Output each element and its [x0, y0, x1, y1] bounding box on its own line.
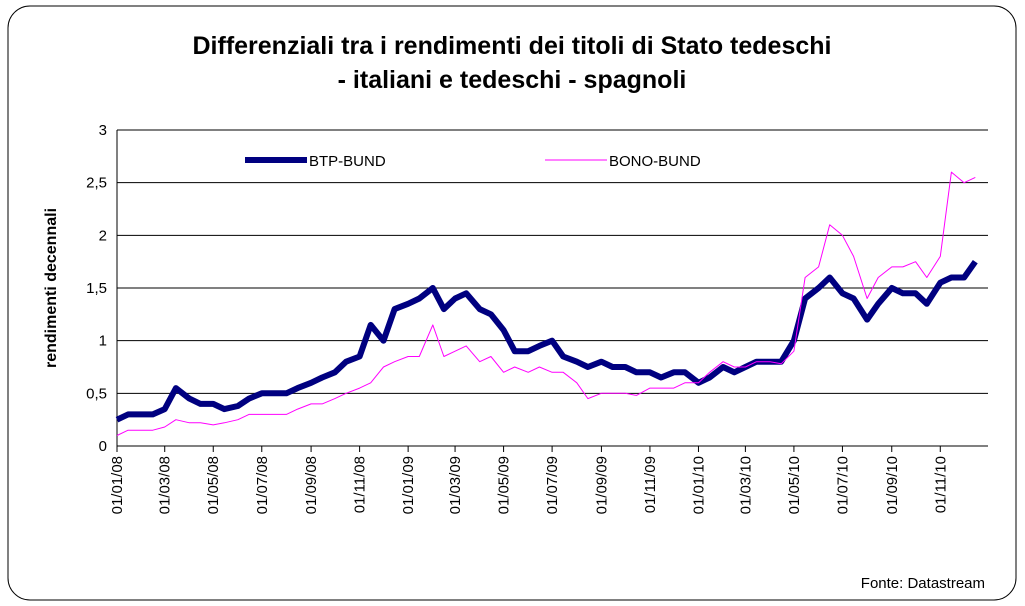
x-tick-label: 01/05/09	[496, 456, 513, 514]
x-tick-label: 01/09/08	[303, 456, 320, 514]
x-tick-label: 01/09/10	[884, 456, 901, 514]
x-tick-label: 01/01/08	[109, 456, 126, 514]
source: Fonte: Datastream	[861, 575, 985, 592]
y-tick-label: 2,5	[86, 175, 107, 192]
x-tick-label: 01/03/09	[447, 456, 464, 514]
x-tick-label: 01/05/08	[205, 456, 222, 514]
x-tick-label: 01/09/09	[593, 456, 610, 514]
x-tick-label: 01/07/09	[544, 456, 561, 514]
y-tick-label: 0	[99, 438, 107, 455]
y-tick-label: 2	[99, 227, 107, 244]
x-tick-label: 01/05/10	[786, 456, 803, 514]
legend-label: BONO-BUND	[609, 153, 701, 170]
x-tick-label: 01/07/08	[254, 456, 271, 514]
x-tick-label: 01/11/09	[642, 456, 659, 513]
x-tick-label: 01/11/08	[352, 456, 369, 513]
y-tick-label: 1,5	[86, 280, 107, 297]
x-tick-label: 01/01/10	[690, 456, 707, 514]
y-tick-label: 3	[99, 122, 107, 139]
x-tick-label: 01/01/09	[400, 456, 417, 514]
y-tick-label: 1	[99, 333, 107, 350]
x-tick-label: 01/11/10	[932, 456, 949, 513]
frame	[7, 5, 1017, 601]
x-tick-label: 01/07/10	[834, 456, 851, 514]
y-axis-label: rendimenti decennali	[43, 208, 60, 368]
x-tick-label: 01/03/10	[737, 456, 754, 514]
y-tick-label: 0,5	[86, 385, 107, 402]
legend-label: BTP-BUND	[309, 153, 386, 170]
x-tick-label: 01/03/08	[157, 456, 174, 514]
series-line	[116, 171, 976, 436]
chart-title: Differenziali tra i rendimenti dei titol…	[193, 32, 832, 94]
series-line	[115, 259, 978, 423]
